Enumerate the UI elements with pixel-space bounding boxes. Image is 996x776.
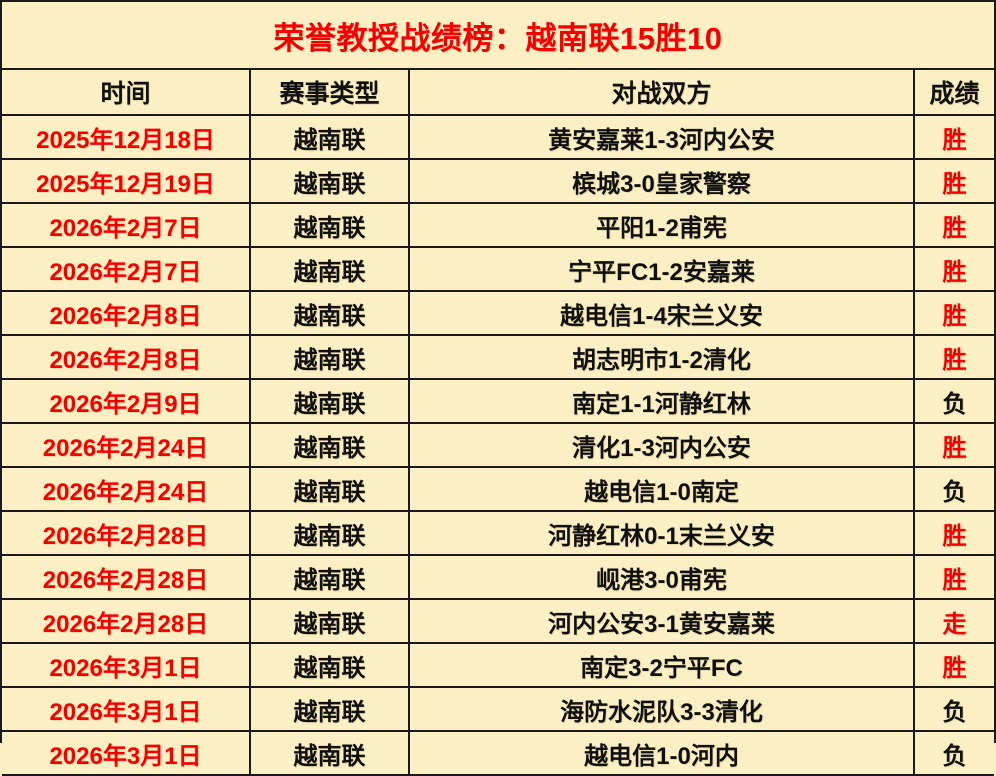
league-name-cell: 越南联 <box>250 687 410 732</box>
match-date-cell: 2026年3月1日 <box>2 687 251 732</box>
table-row: 2026年3月1日 越南联 南定3-2宁平FC 胜 <box>2 643 994 688</box>
table-row: 2025年12月19日 越南联 槟城3-0皇家警察胜 <box>2 159 994 204</box>
league-name-cell: 越南联 <box>250 599 410 644</box>
column-header-time: 时间 <box>2 70 251 116</box>
match-result-cell: 胜 <box>914 555 994 600</box>
league-name-cell: 越南联 <box>250 159 410 204</box>
page-title: 荣誉教授战绩榜：越南联15胜10 <box>273 20 723 56</box>
results-table: 时间 赛事类型 对战双方 成绩 2025年12月18日 越南联 黄安嘉莱1-3河内公… <box>2 70 994 776</box>
table-header: 时间 赛事类型 对战双方 成绩 <box>2 70 994 116</box>
match-date-cell: 2025年12月19日 <box>2 159 251 204</box>
table-row: 2026年2月28日 越南联 河静红林0-1末兰义安胜 <box>2 511 994 556</box>
match-result-cell: 走 <box>914 599 994 644</box>
league-name-cell: 越南联 <box>250 643 410 688</box>
match-result-cell: 负 <box>914 687 994 732</box>
table-row: 2026年2月24日 越南联 清化1-3河内公安胜 <box>2 423 994 468</box>
match-result-cell: 负 <box>914 379 994 424</box>
match-result-cell: 胜 <box>914 159 994 204</box>
column-header-match: 对战双方 <box>409 70 915 116</box>
match-result-cell: 胜 <box>914 247 994 292</box>
match-fixture-cell: 黄安嘉莱1-3河内公安 <box>409 115 915 160</box>
league-name-cell: 越南联 <box>250 423 410 468</box>
league-name-cell: 越南联 <box>250 731 410 776</box>
column-header-type: 赛事类型 <box>250 70 410 116</box>
match-date-cell: 2026年2月7日 <box>2 203 251 248</box>
match-fixture-cell: 南定3-2宁平FC <box>409 643 915 688</box>
table-row: 2026年2月28日 越南联 岘港3-0甫宪胜 <box>2 555 994 600</box>
table-row: 2025年12月18日 越南联 黄安嘉莱1-3河内公安胜 <box>2 115 994 160</box>
match-fixture-cell: 河静红林0-1末兰义安 <box>409 511 915 556</box>
match-fixture-cell: 平阳1-2甫宪 <box>409 203 915 248</box>
match-date-cell: 2026年2月9日 <box>2 379 251 424</box>
match-fixture-cell: 岘港3-0甫宪 <box>409 555 915 600</box>
table-row: 2026年2月7日 越南联 宁平FC1-2安嘉莱胜 <box>2 247 994 292</box>
match-result-cell: 负 <box>914 731 994 776</box>
league-name-cell: 越南联 <box>250 555 410 600</box>
match-fixture-cell: 越电信1-0河内 <box>409 731 915 776</box>
match-fixture-cell: 越电信1-0南定 <box>409 467 915 512</box>
match-fixture-cell: 清化1-3河内公安 <box>409 423 915 468</box>
board-title-bar: 荣誉教授战绩榜：越南联15胜10 <box>2 2 994 70</box>
table-row: 2026年3月1日 越南联 海防水泥队3-3清化负 <box>2 687 994 732</box>
match-result-cell: 胜 <box>914 203 994 248</box>
match-fixture-cell: 海防水泥队3-3清化 <box>409 687 915 732</box>
league-name-cell: 越南联 <box>250 247 410 292</box>
league-name-cell: 越南联 <box>250 203 410 248</box>
match-date-cell: 2026年2月28日 <box>2 555 251 600</box>
match-result-cell: 胜 <box>914 511 994 556</box>
table-row: 2026年3月1日 越南联 越电信1-0河内负 <box>2 731 994 776</box>
table-row: 2026年2月8日 越南联 越电信1-4宋兰义安胜 <box>2 291 994 336</box>
match-fixture-cell: 河内公安3-1黄安嘉莱 <box>409 599 915 644</box>
match-date-cell: 2026年2月8日 <box>2 291 251 336</box>
league-name-cell: 越南联 <box>250 291 410 336</box>
table-header-row: 时间 赛事类型 对战双方 成绩 <box>2 70 994 116</box>
league-name-cell: 越南联 <box>250 511 410 556</box>
match-result-cell: 胜 <box>914 643 994 688</box>
match-date-cell: 2026年3月1日 <box>2 731 251 776</box>
match-date-cell: 2026年3月1日 <box>2 643 251 688</box>
match-result-cell: 胜 <box>914 423 994 468</box>
match-date-cell: 2026年2月28日 <box>2 599 251 644</box>
league-name-cell: 越南联 <box>250 335 410 380</box>
match-fixture-cell: 越电信1-4宋兰义安 <box>409 291 915 336</box>
match-date-cell: 2026年2月8日 <box>2 335 251 380</box>
match-fixture-cell: 胡志明市1-2清化 <box>409 335 915 380</box>
match-fixture-cell: 槟城3-0皇家警察 <box>409 159 915 204</box>
league-name-cell: 越南联 <box>250 379 410 424</box>
league-name-cell: 越南联 <box>250 467 410 512</box>
match-date-cell: 2026年2月28日 <box>2 511 251 556</box>
league-name-cell: 越南联 <box>250 115 410 160</box>
match-date-cell: 2026年2月7日 <box>2 247 251 292</box>
match-date-cell: 2026年2月24日 <box>2 467 251 512</box>
table-row: 2026年2月28日 越南联 河内公安3-1黄安嘉莱走 <box>2 599 994 644</box>
match-date-cell: 2025年12月18日 <box>2 115 251 160</box>
match-fixture-cell: 南定1-1河静红林 <box>409 379 915 424</box>
match-fixture-cell: 宁平FC1-2安嘉莱 <box>409 247 915 292</box>
table-row: 2026年2月9日 越南联 南定1-1河静红林负 <box>2 379 994 424</box>
match-result-cell: 胜 <box>914 291 994 336</box>
match-result-cell: 负 <box>914 467 994 512</box>
match-result-cell: 胜 <box>914 115 994 160</box>
table-body: 2025年12月18日 越南联 黄安嘉莱1-3河内公安胜 2025年12月19日 越南联… <box>2 115 994 776</box>
table-row: 2026年2月24日 越南联 越电信1-0南定负 <box>2 467 994 512</box>
table-row: 2026年2月8日 越南联 胡志明市1-2清化胜 <box>2 335 994 380</box>
table-row: 2026年2月7日 越南联 平阳1-2甫宪胜 <box>2 203 994 248</box>
match-date-cell: 2026年2月24日 <box>2 423 251 468</box>
column-header-result: 成绩 <box>914 70 994 116</box>
match-result-cell: 胜 <box>914 335 994 380</box>
